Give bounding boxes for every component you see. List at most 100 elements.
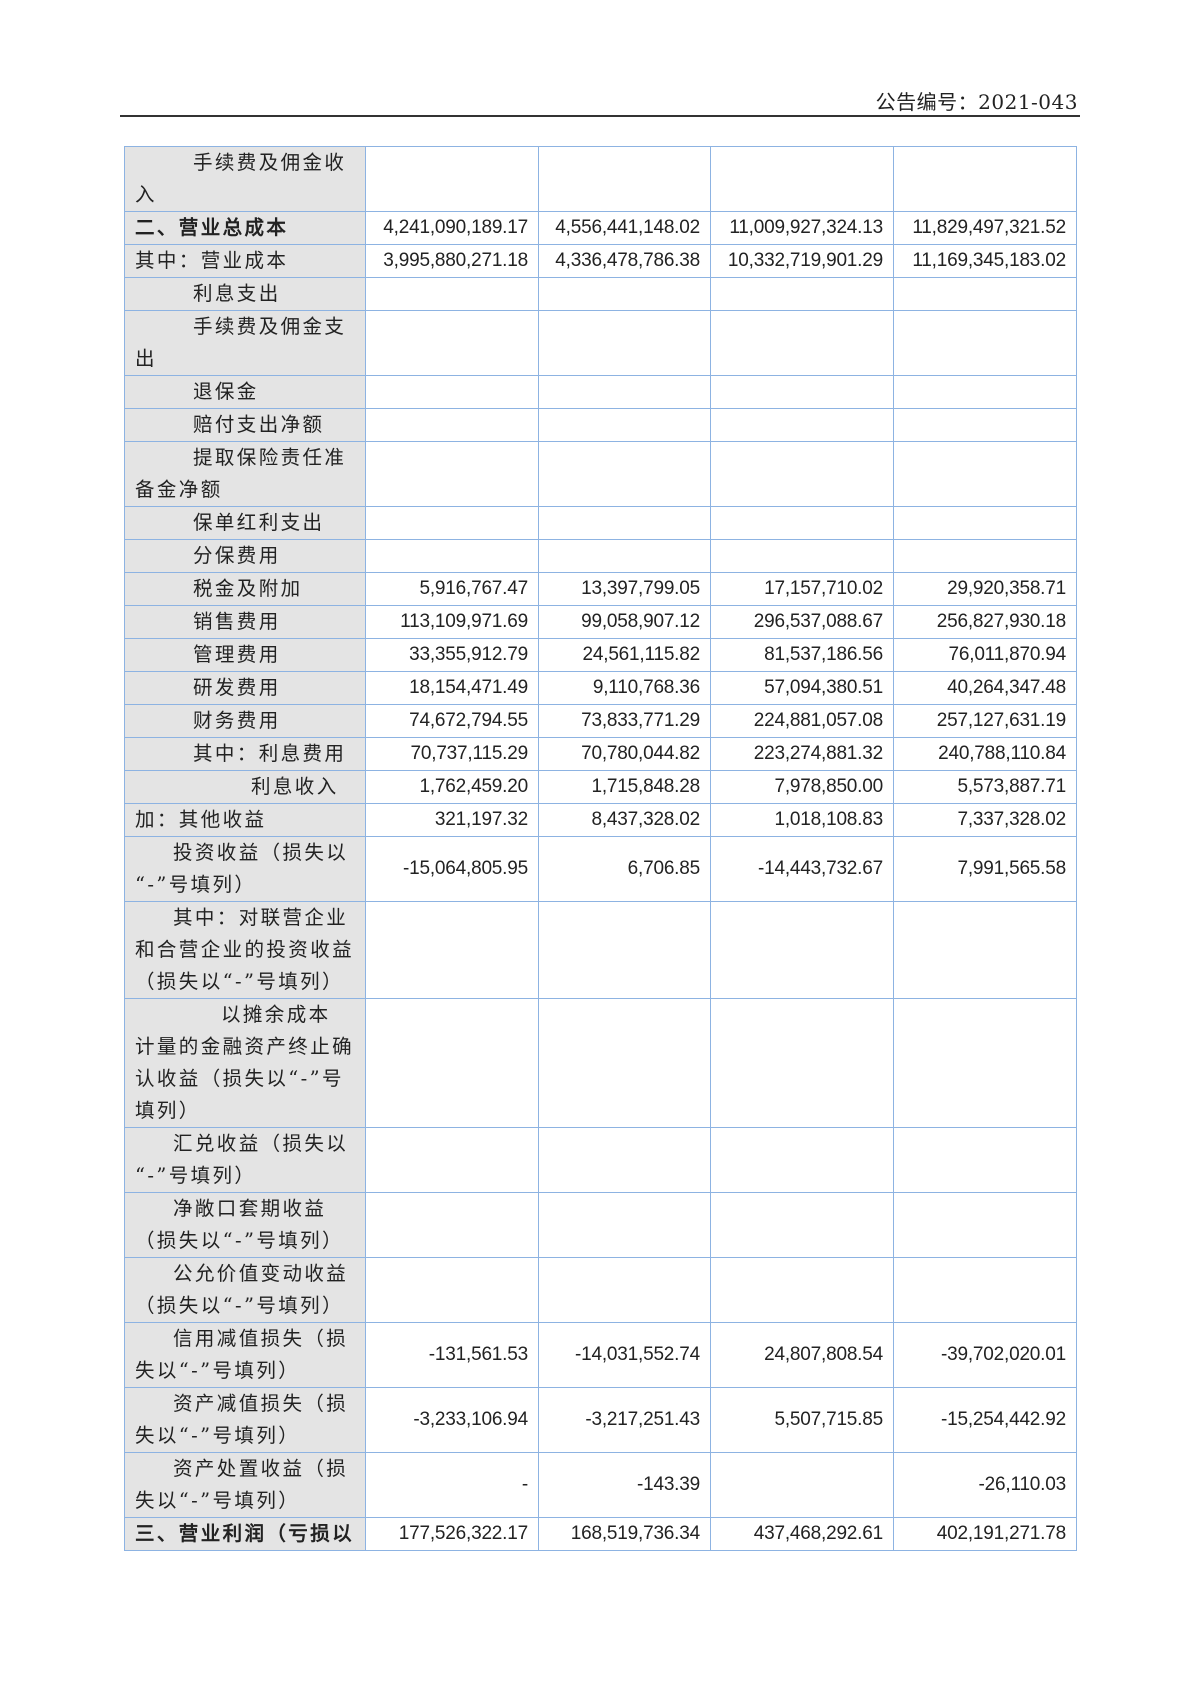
value-cell: 29,920,358.71 bbox=[893, 572, 1077, 606]
row-label-line: 信用减值损失（损 bbox=[173, 1327, 349, 1350]
table-row: 提取保险责任准 备金净额 bbox=[124, 441, 1077, 507]
value-cell bbox=[365, 998, 539, 1128]
table-row: 研发费用 18,154,471.49 9,110,768.36 57,094,380.… bbox=[124, 671, 1077, 705]
value-cell: 437,468,292.61 bbox=[710, 1517, 894, 1551]
value-cell bbox=[710, 408, 894, 442]
value-cell bbox=[710, 998, 894, 1128]
row-label-line: 资产减值损失（损 bbox=[173, 1392, 349, 1415]
value-cell: 5,573,887.71 bbox=[893, 770, 1077, 804]
row-label-line: 其中：对联营企业 bbox=[173, 906, 349, 929]
value-cell: 40,264,347.48 bbox=[893, 671, 1077, 705]
row-label-line: 其中：营业成本 bbox=[135, 249, 289, 272]
table-row: 分保费用 bbox=[124, 539, 1077, 573]
value-cell: -131,561.53 bbox=[365, 1322, 539, 1388]
table-row: 管理费用 33,355,912.79 24,561,115.82 81,537,186… bbox=[124, 638, 1077, 672]
row-label-line: 税金及附加 bbox=[193, 577, 303, 600]
value-cell bbox=[365, 901, 539, 999]
table-row: 退保金 bbox=[124, 375, 1077, 409]
row-label: 二、营业总成本 bbox=[124, 211, 366, 245]
value-cell bbox=[365, 375, 539, 409]
value-cell: 3,995,880,271.18 bbox=[365, 244, 539, 278]
table-row: 公允价值变动收益 （损失以“-”号填列） bbox=[124, 1257, 1077, 1323]
row-label: 资产处置收益（损 失以“-”号填列） bbox=[124, 1452, 366, 1518]
table-row: 其中：利息费用 70,737,115.29 70,780,044.82 223,274… bbox=[124, 737, 1077, 771]
row-label-line: 二、营业总成本 bbox=[135, 216, 289, 239]
table-row: 税金及附加 5,916,767.47 13,397,799.05 17,157,710… bbox=[124, 572, 1077, 606]
row-label: 税金及附加 bbox=[124, 572, 366, 606]
value-cell bbox=[365, 146, 539, 212]
row-label: 退保金 bbox=[124, 375, 366, 409]
value-cell: 4,336,478,786.38 bbox=[538, 244, 711, 278]
value-cell: 24,807,808.54 bbox=[710, 1322, 894, 1388]
row-label: 利息支出 bbox=[124, 277, 366, 311]
value-cell: -15,254,442.92 bbox=[893, 1387, 1077, 1453]
row-label: 加：其他收益 bbox=[124, 803, 366, 837]
row-label-line: 净敞口套期收益 bbox=[173, 1197, 327, 1220]
row-label-line: （损失以“-”号填列） bbox=[135, 1229, 344, 1252]
table-row: 汇兑收益（损失以 “-”号填列） bbox=[124, 1127, 1077, 1193]
value-cell bbox=[893, 375, 1077, 409]
value-cell: 11,829,497,321.52 bbox=[893, 211, 1077, 245]
row-label-line: 和合营企业的投资收益 bbox=[135, 938, 355, 961]
row-label-line: 填列） bbox=[135, 1099, 201, 1122]
value-cell bbox=[893, 277, 1077, 311]
row-label: 其中：对联营企业 和合营企业的投资收益 （损失以“-”号填列） bbox=[124, 901, 366, 999]
value-cell bbox=[365, 1127, 539, 1193]
row-label: 销售费用 bbox=[124, 605, 366, 639]
row-label: 手续费及佣金支出 bbox=[124, 310, 366, 376]
row-label-line: 手续费及佣金支 bbox=[193, 315, 347, 338]
row-label: 保单红利支出 bbox=[124, 506, 366, 540]
value-cell bbox=[710, 375, 894, 409]
value-cell bbox=[710, 441, 894, 507]
row-label-line: 汇兑收益（损失以 bbox=[173, 1132, 349, 1155]
value-cell: -3,233,106.94 bbox=[365, 1387, 539, 1453]
value-cell bbox=[365, 408, 539, 442]
row-label-line: 出 bbox=[135, 347, 157, 370]
value-cell: 8,437,328.02 bbox=[538, 803, 711, 837]
table-row: 销售费用 113,109,971.69 99,058,907.12 296,537,0… bbox=[124, 605, 1077, 639]
row-label-line: “-”号填列） bbox=[135, 873, 257, 896]
value-cell bbox=[365, 1192, 539, 1258]
value-cell: 4,556,441,148.02 bbox=[538, 211, 711, 245]
value-cell: 81,537,186.56 bbox=[710, 638, 894, 672]
value-cell bbox=[365, 277, 539, 311]
table-row: 财务费用 74,672,794.55 73,833,771.29 224,881,05… bbox=[124, 704, 1077, 738]
value-cell: - bbox=[365, 1452, 539, 1518]
row-label: 手续费及佣金收入 bbox=[124, 146, 366, 212]
row-label-line: 利息收入 bbox=[251, 775, 339, 798]
value-cell bbox=[710, 506, 894, 540]
row-label: 其中：营业成本 bbox=[124, 244, 366, 278]
value-cell bbox=[365, 506, 539, 540]
table-row: 手续费及佣金支出 bbox=[124, 310, 1077, 376]
value-cell: -3,217,251.43 bbox=[538, 1387, 711, 1453]
table-row: 资产处置收益（损 失以“-”号填列） - -143.39 -26,110.03 bbox=[124, 1452, 1077, 1518]
row-label-line: 以摊余成本 bbox=[221, 1003, 331, 1026]
table-row: 信用减值损失（损 失以“-”号填列） -131,561.53 -14,031,552.… bbox=[124, 1322, 1077, 1388]
value-cell bbox=[538, 539, 711, 573]
row-label: 管理费用 bbox=[124, 638, 366, 672]
value-cell: 33,355,912.79 bbox=[365, 638, 539, 672]
value-cell bbox=[893, 539, 1077, 573]
table-row: 其中：营业成本 3,995,880,271.18 4,336,478,786.38 1… bbox=[124, 244, 1077, 278]
table-row: 其中：对联营企业 和合营企业的投资收益 （损失以“-”号填列） bbox=[124, 901, 1077, 999]
value-cell: 1,715,848.28 bbox=[538, 770, 711, 804]
value-cell bbox=[365, 441, 539, 507]
row-label-line: 认收益（损失以“-”号 bbox=[135, 1067, 344, 1090]
row-label: 分保费用 bbox=[124, 539, 366, 573]
value-cell: 11,009,927,324.13 bbox=[710, 211, 894, 245]
row-label: 其中：利息费用 bbox=[124, 737, 366, 771]
value-cell bbox=[538, 310, 711, 376]
row-label-line: 资产处置收益（损 bbox=[173, 1457, 349, 1480]
table-row: 以摊余成本 计量的金融资产终止确 认收益（损失以“-”号 填列） bbox=[124, 998, 1077, 1128]
value-cell bbox=[710, 310, 894, 376]
value-cell: 24,561,115.82 bbox=[538, 638, 711, 672]
row-label-line: 分保费用 bbox=[193, 544, 281, 567]
row-label: 资产减值损失（损 失以“-”号填列） bbox=[124, 1387, 366, 1453]
row-label-line: 提取保险责任准 bbox=[193, 446, 347, 469]
value-cell: 10,332,719,901.29 bbox=[710, 244, 894, 278]
row-label-line: 失以“-”号填列） bbox=[135, 1359, 301, 1382]
row-label: 财务费用 bbox=[124, 704, 366, 738]
value-cell: 4,241,090,189.17 bbox=[365, 211, 539, 245]
value-cell: 7,337,328.02 bbox=[893, 803, 1077, 837]
value-cell: 74,672,794.55 bbox=[365, 704, 539, 738]
